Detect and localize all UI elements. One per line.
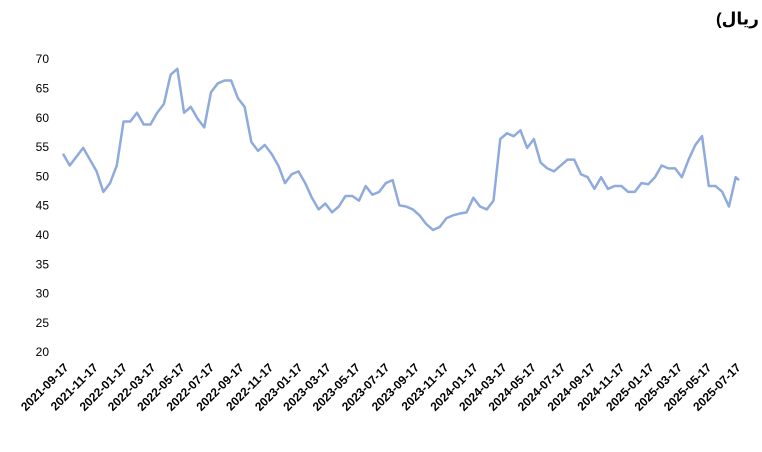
chart-title: تطور حصة ملكية المستثمرين الأجانب المؤسس… [716,8,762,29]
y-tick-label: 25 [36,316,50,330]
y-tick-label: 70 [36,52,50,66]
y-tick-label: 50 [36,169,50,183]
y-tick-label: 40 [36,228,50,242]
y-tick-label: 65 [36,81,50,95]
y-tick-label: 45 [36,199,50,213]
y-tick-label: 20 [36,345,50,359]
y-tick-label: 55 [36,140,50,154]
data-line [61,67,740,232]
y-tick-label: 35 [36,257,50,271]
y-tick-label: 60 [36,111,50,125]
y-tick-label: 30 [36,287,50,301]
